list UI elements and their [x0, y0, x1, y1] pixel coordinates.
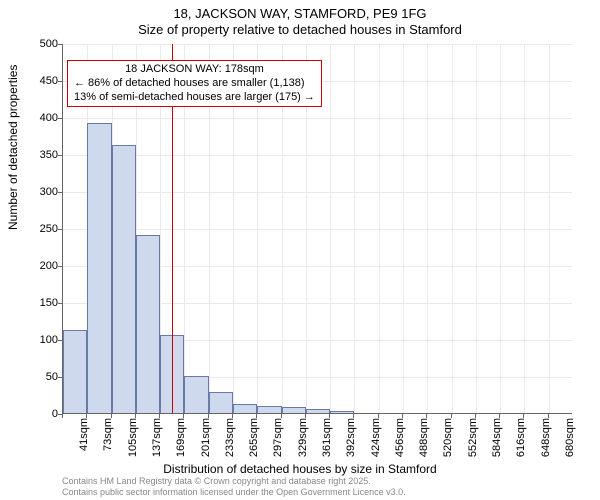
x-tick-label: 361sqm	[321, 418, 333, 468]
histogram-bar	[257, 406, 281, 413]
x-tick-label: 105sqm	[127, 418, 139, 468]
y-tick-label: 350	[28, 149, 58, 161]
x-tick	[159, 413, 160, 418]
x-tick	[62, 413, 63, 418]
x-tick	[548, 413, 549, 418]
y-tick-label: 100	[28, 334, 58, 346]
histogram-bar	[306, 409, 330, 413]
x-tick-label: 201sqm	[200, 418, 212, 468]
y-tick-label: 0	[28, 408, 58, 420]
x-tick	[426, 413, 427, 418]
x-tick	[353, 413, 354, 418]
histogram-bar	[184, 376, 208, 413]
y-tick-label: 300	[28, 186, 58, 198]
gridline-v	[403, 44, 404, 413]
footer-line-2: Contains public sector information licen…	[62, 487, 406, 497]
x-tick	[281, 413, 282, 418]
y-tick-label: 450	[28, 75, 58, 87]
x-tick	[135, 413, 136, 418]
x-tick-label: 584sqm	[491, 418, 503, 468]
x-tick	[329, 413, 330, 418]
chart-area: 18 JACKSON WAY: 178sqm← 86% of detached …	[62, 44, 572, 414]
gridline-h	[63, 118, 572, 119]
gridline-v	[452, 44, 453, 413]
footer-line-1: Contains HM Land Registry data © Crown c…	[62, 476, 406, 486]
annotation-line-2: ← 86% of detached houses are smaller (1,…	[74, 77, 315, 91]
gridline-v	[476, 44, 477, 413]
x-tick	[523, 413, 524, 418]
title-line-2: Size of property relative to detached ho…	[0, 22, 600, 38]
x-tick-label: 329sqm	[297, 418, 309, 468]
x-tick	[305, 413, 306, 418]
histogram-bar	[63, 330, 87, 413]
histogram-bar	[282, 407, 306, 413]
x-tick-label: 233sqm	[224, 418, 236, 468]
y-axis-labels: 050100150200250300350400450500	[22, 44, 62, 414]
gridline-v	[549, 44, 550, 413]
x-tick	[208, 413, 209, 418]
x-tick	[111, 413, 112, 418]
y-axis-title: Number of detached properties	[6, 65, 20, 230]
annotation-line-3: 13% of semi-detached houses are larger (…	[74, 91, 315, 105]
x-tick	[86, 413, 87, 418]
histogram-bar	[87, 123, 111, 413]
x-tick	[402, 413, 403, 418]
footer-credit: Contains HM Land Registry data © Crown c…	[62, 476, 406, 497]
x-axis-title: Distribution of detached houses by size …	[0, 462, 600, 476]
x-tick-label: 648sqm	[540, 418, 552, 468]
x-tick-label: 456sqm	[394, 418, 406, 468]
annotation-line-1: 18 JACKSON WAY: 178sqm	[74, 63, 315, 77]
y-tick-label: 50	[28, 371, 58, 383]
x-tick	[256, 413, 257, 418]
gridline-v	[354, 44, 355, 413]
x-tick	[475, 413, 476, 418]
histogram-bar	[136, 235, 160, 413]
x-tick-label: 424sqm	[370, 418, 382, 468]
gridline-v	[500, 44, 501, 413]
x-tick-label: 616sqm	[515, 418, 527, 468]
y-tick-label: 250	[28, 223, 58, 235]
x-tick-label: 137sqm	[151, 418, 163, 468]
annotation-box: 18 JACKSON WAY: 178sqm← 86% of detached …	[67, 60, 322, 107]
gridline-v	[379, 44, 380, 413]
gridline-h	[63, 155, 572, 156]
histogram-bar	[112, 145, 136, 413]
x-tick-label: 680sqm	[564, 418, 576, 468]
x-tick	[499, 413, 500, 418]
x-tick-label: 520sqm	[442, 418, 454, 468]
y-tick-label: 400	[28, 112, 58, 124]
x-tick	[451, 413, 452, 418]
x-tick-label: 169sqm	[175, 418, 187, 468]
histogram-bar	[330, 411, 354, 413]
gridline-v	[524, 44, 525, 413]
chart-title-block: 18, JACKSON WAY, STAMFORD, PE9 1FG Size …	[0, 0, 600, 37]
x-tick-label: 297sqm	[272, 418, 284, 468]
gridline-h	[63, 229, 572, 230]
x-tick	[232, 413, 233, 418]
gridline-h	[63, 44, 572, 45]
y-tick-label: 150	[28, 297, 58, 309]
x-tick	[183, 413, 184, 418]
gridline-h	[63, 192, 572, 193]
plot-region: 18 JACKSON WAY: 178sqm← 86% of detached …	[62, 44, 572, 414]
title-line-1: 18, JACKSON WAY, STAMFORD, PE9 1FG	[0, 6, 600, 22]
x-tick-label: 488sqm	[418, 418, 430, 468]
gridline-v	[330, 44, 331, 413]
x-tick-label: 73sqm	[102, 418, 114, 468]
x-tick-label: 552sqm	[467, 418, 479, 468]
histogram-bar	[209, 392, 233, 413]
y-tick-label: 200	[28, 260, 58, 272]
x-tick-label: 265sqm	[248, 418, 260, 468]
y-tick-label: 500	[28, 38, 58, 50]
x-tick-label: 41sqm	[78, 418, 90, 468]
x-tick	[378, 413, 379, 418]
histogram-bar	[233, 404, 257, 413]
x-tick-label: 392sqm	[345, 418, 357, 468]
gridline-v	[427, 44, 428, 413]
